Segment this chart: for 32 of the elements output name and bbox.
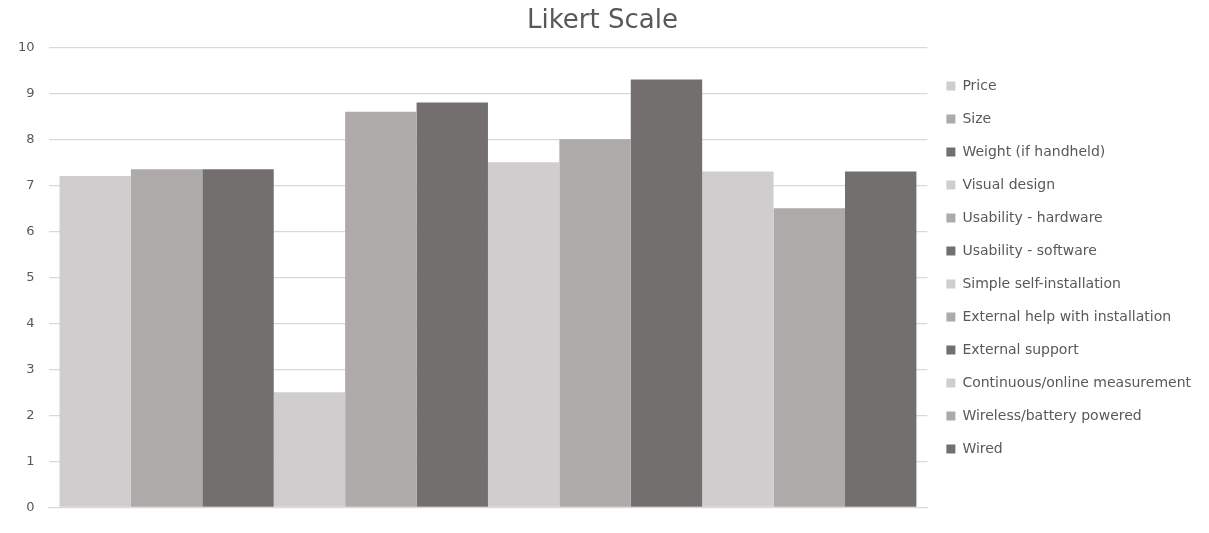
bar: [130, 169, 203, 507]
bar: [630, 79, 703, 507]
legend-label: Size: [962, 109, 992, 126]
legend-label: Continuous/online measurement: [962, 373, 1192, 390]
y-tick-label: 1: [26, 452, 35, 468]
legend-label: External help with installation: [962, 307, 1172, 324]
y-tick-label: 0: [26, 498, 35, 514]
legend-label: Weight (if handheld): [962, 142, 1106, 159]
y-tick-label: 6: [26, 222, 35, 238]
y-tick-label: 5: [26, 268, 35, 284]
legend-label: Simple self-installation: [962, 274, 1121, 291]
y-tick-label: 2: [26, 406, 35, 422]
bar: [559, 139, 631, 507]
y-tick-label: 3: [26, 360, 35, 376]
y-tick-label: 7: [26, 176, 35, 192]
y-tick-label: 9: [26, 84, 35, 100]
bar: [844, 171, 917, 507]
chart-title: Likert Scale: [527, 4, 678, 35]
y-tick-label: 4: [26, 314, 35, 330]
legend-label: Usability - software: [962, 241, 1097, 258]
bar: [416, 102, 488, 507]
bar: [773, 208, 845, 507]
legend-label: Wireless/battery powered: [962, 406, 1142, 423]
legend-label: External support: [962, 340, 1080, 357]
legend-label: Usability - hardware: [962, 208, 1103, 225]
bar: [202, 169, 274, 507]
legend-label: Price: [962, 76, 997, 93]
bar: [345, 111, 417, 507]
legend-label: Visual design: [962, 175, 1056, 192]
y-tick-label: 8: [26, 130, 35, 146]
y-tick-label: 10: [18, 38, 35, 54]
legend-label: Wired: [962, 439, 1003, 456]
